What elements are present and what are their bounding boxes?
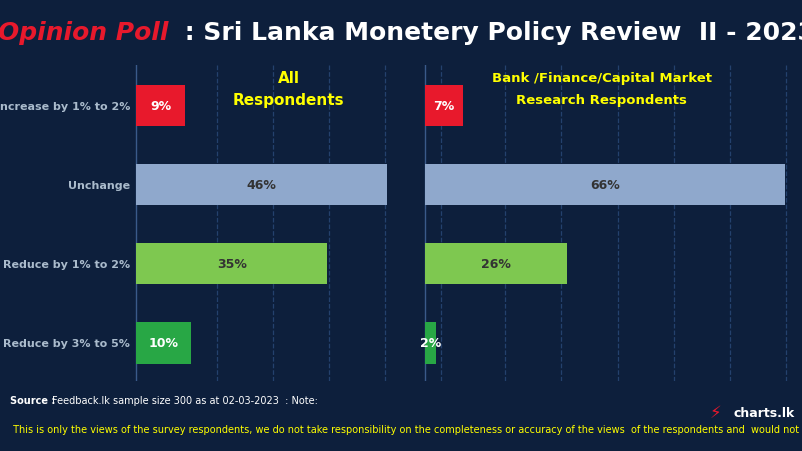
Text: 10%: 10% bbox=[148, 337, 179, 350]
Bar bbox=[136, 165, 387, 206]
Text: Reduce by 1% to 2%: Reduce by 1% to 2% bbox=[2, 259, 130, 269]
Text: Feedback.lk sample size 300 as at 02-03-2023  : Note:: Feedback.lk sample size 300 as at 02-03-… bbox=[52, 395, 318, 405]
Text: 2%: 2% bbox=[420, 337, 441, 350]
Bar bbox=[425, 323, 436, 364]
Text: Unchange: Unchange bbox=[68, 180, 130, 190]
Text: Source :: Source : bbox=[10, 395, 59, 405]
Text: 7%: 7% bbox=[434, 100, 455, 113]
Text: This is only the views of the survey respondents, we do not take responsibility : This is only the views of the survey res… bbox=[10, 424, 802, 434]
Bar bbox=[425, 244, 567, 285]
Text: Reduce by 3% to 5%: Reduce by 3% to 5% bbox=[3, 338, 130, 348]
Text: : Sri Lanka Monetery Policy Review  II - 2023: : Sri Lanka Monetery Policy Review II - … bbox=[176, 21, 802, 45]
Text: 35%: 35% bbox=[217, 258, 247, 271]
Text: Bank /Finance/Capital Market: Bank /Finance/Capital Market bbox=[492, 72, 711, 84]
Bar bbox=[136, 323, 191, 364]
Text: 9%: 9% bbox=[150, 100, 172, 113]
Text: charts.lk: charts.lk bbox=[734, 406, 795, 419]
Text: ⚡: ⚡ bbox=[710, 404, 721, 422]
Text: Increase by 1% to 2%: Increase by 1% to 2% bbox=[0, 101, 130, 111]
Text: 46%: 46% bbox=[247, 179, 277, 192]
Bar bbox=[425, 165, 785, 206]
Bar bbox=[425, 86, 464, 127]
Text: Research Respondents: Research Respondents bbox=[516, 94, 687, 106]
Text: Respondents: Respondents bbox=[233, 92, 345, 108]
Text: All: All bbox=[277, 70, 300, 86]
Text: 26%: 26% bbox=[481, 258, 511, 271]
Text: Opinion Poll: Opinion Poll bbox=[0, 21, 168, 45]
Bar bbox=[136, 86, 185, 127]
Bar bbox=[136, 244, 327, 285]
Text: 66%: 66% bbox=[590, 179, 620, 192]
